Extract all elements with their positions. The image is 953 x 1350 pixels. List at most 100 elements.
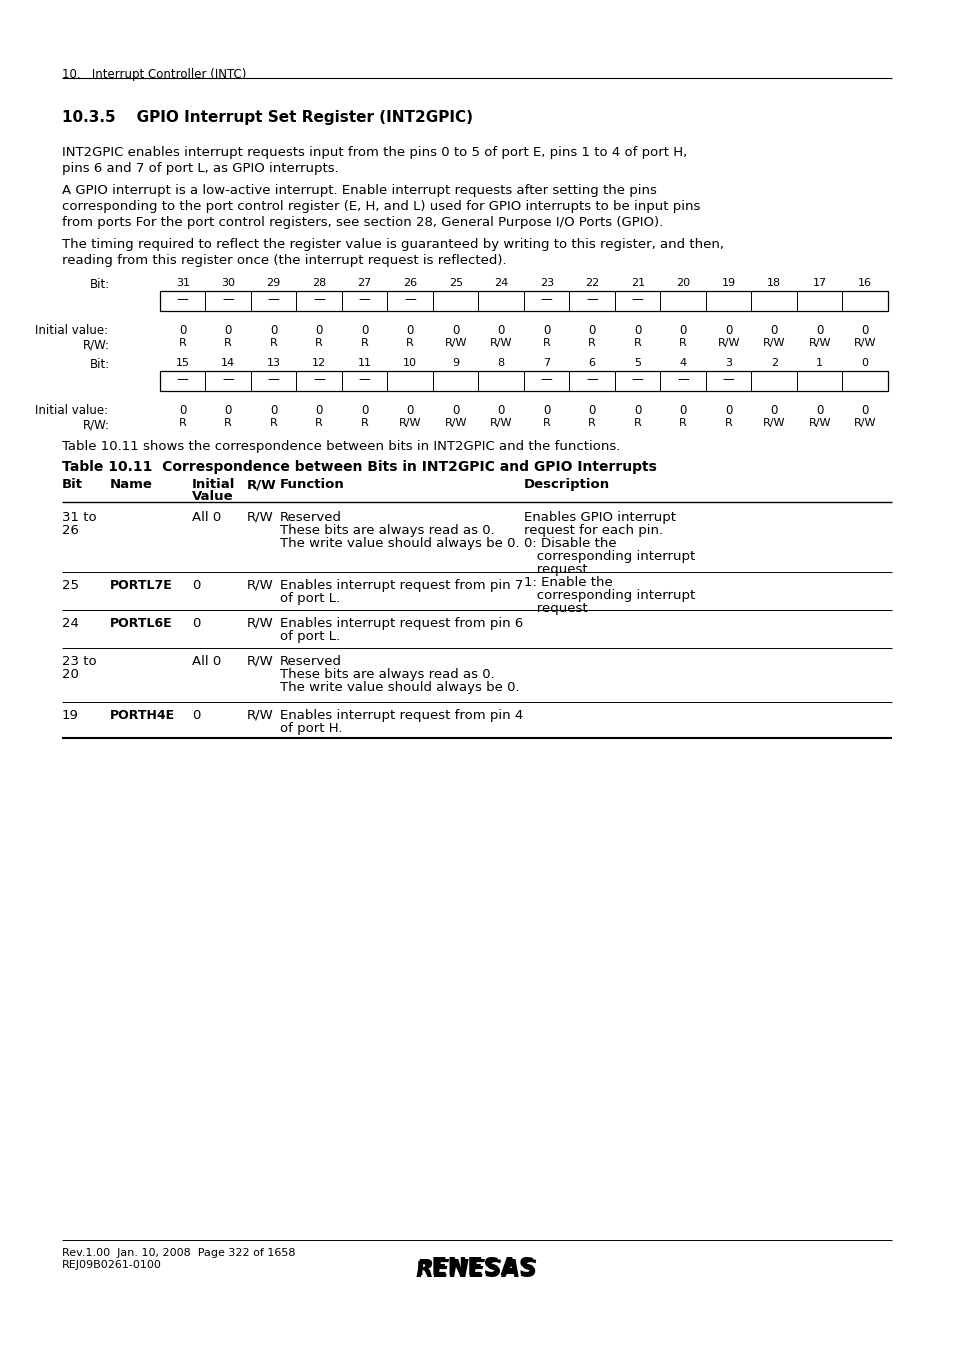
Text: 30: 30	[221, 278, 235, 288]
Text: pins 6 and 7 of port L, as GPIO interrupts.: pins 6 and 7 of port L, as GPIO interrup…	[62, 162, 338, 176]
Text: A GPIO interrupt is a low-active interrupt. Enable interrupt requests after sett: A GPIO interrupt is a low-active interru…	[62, 184, 657, 197]
Text: REJ09B0261-0100: REJ09B0261-0100	[62, 1260, 162, 1270]
Text: —: —	[631, 293, 643, 306]
Text: 0: 0	[224, 404, 232, 417]
Text: R/W: R/W	[853, 418, 876, 428]
Text: 0: 0	[724, 324, 732, 338]
Text: R: R	[315, 338, 323, 348]
Text: R/W: R/W	[247, 617, 274, 630]
Text: —: —	[358, 374, 370, 386]
Text: —: —	[358, 293, 370, 306]
Text: R: R	[633, 418, 641, 428]
Text: 0: 0	[192, 617, 200, 630]
Text: —: —	[586, 293, 598, 306]
Text: R: R	[178, 418, 187, 428]
Text: The write value should always be 0.: The write value should always be 0.	[280, 537, 519, 549]
Text: R/W: R/W	[247, 579, 274, 593]
Text: corresponding interrupt: corresponding interrupt	[523, 549, 695, 563]
Text: 0: 0	[542, 404, 550, 417]
Text: 26: 26	[403, 278, 416, 288]
Text: 29: 29	[266, 278, 280, 288]
Text: 10.3.5    GPIO Interrupt Set Register (INT2GPIC): 10.3.5 GPIO Interrupt Set Register (INT2…	[62, 109, 473, 126]
Text: request: request	[523, 602, 587, 616]
Text: 22: 22	[584, 278, 598, 288]
Text: R/W: R/W	[444, 418, 467, 428]
Text: 0: 0	[497, 324, 504, 338]
Text: reading from this register once (the interrupt request is reflected).: reading from this register once (the int…	[62, 254, 506, 267]
Text: R: R	[315, 418, 323, 428]
Text: R/W: R/W	[444, 338, 467, 348]
Text: Table 10.11 shows the correspondence between bits in INT2GPIC and the functions.: Table 10.11 shows the correspondence bet…	[62, 440, 619, 454]
Text: of port L.: of port L.	[280, 630, 340, 643]
Text: Bit:: Bit:	[90, 358, 110, 371]
Text: 24: 24	[62, 617, 79, 630]
Text: 0: 0	[679, 404, 686, 417]
Text: 0: 0	[634, 404, 640, 417]
Text: R/W: R/W	[807, 338, 830, 348]
Text: R/W: R/W	[247, 478, 276, 491]
Text: INT2GPIC enables interrupt requests input from the pins 0 to 5 of port E, pins 1: INT2GPIC enables interrupt requests inpu…	[62, 146, 686, 159]
Text: Enables interrupt request from pin 6: Enables interrupt request from pin 6	[280, 617, 522, 630]
Text: —: —	[313, 374, 325, 386]
Text: —: —	[222, 293, 233, 306]
Text: 0: 0	[179, 404, 186, 417]
Text: 19: 19	[720, 278, 735, 288]
Text: 2: 2	[770, 358, 777, 369]
Text: 0: 0	[542, 324, 550, 338]
Text: R: R	[542, 418, 550, 428]
Text: R/W:: R/W:	[83, 418, 110, 431]
Text: Reserved: Reserved	[280, 512, 341, 524]
Text: 0: 0	[588, 404, 596, 417]
Text: —: —	[586, 374, 598, 386]
Text: R: R	[633, 338, 641, 348]
Text: 28: 28	[312, 278, 326, 288]
Text: —: —	[176, 293, 189, 306]
Text: 19: 19	[62, 709, 79, 722]
Text: R/W:: R/W:	[83, 338, 110, 351]
Text: 0: 0	[497, 404, 504, 417]
Text: 0: 0	[861, 404, 868, 417]
Text: 0: 0	[360, 404, 368, 417]
Text: 25: 25	[62, 579, 79, 593]
Text: Initial value:: Initial value:	[35, 324, 108, 338]
Text: request for each pin.: request for each pin.	[523, 524, 662, 537]
Text: Table 10.11  Correspondence between Bits in INT2GPIC and GPIO Interrupts: Table 10.11 Correspondence between Bits …	[62, 460, 657, 474]
Text: 21: 21	[630, 278, 644, 288]
Text: 0: 0	[815, 404, 822, 417]
Text: 10.   Interrupt Controller (INTC): 10. Interrupt Controller (INTC)	[62, 68, 246, 81]
Text: R/W: R/W	[807, 418, 830, 428]
Text: All 0: All 0	[192, 655, 221, 668]
Text: —: —	[313, 293, 325, 306]
Text: Description: Description	[523, 478, 610, 491]
Text: 0: 0	[861, 358, 868, 369]
Text: —: —	[222, 374, 233, 386]
Text: corresponding interrupt: corresponding interrupt	[523, 589, 695, 602]
Text: R/W: R/W	[762, 418, 784, 428]
Text: 16: 16	[858, 278, 871, 288]
Text: from ports For the port control registers, see section 28, General Purpose I/O P: from ports For the port control register…	[62, 216, 662, 230]
Text: 0: 0	[270, 404, 277, 417]
Text: R: R	[679, 418, 686, 428]
Text: PORTH4E: PORTH4E	[110, 709, 175, 722]
Text: R/W: R/W	[247, 655, 274, 668]
Text: of port L.: of port L.	[280, 593, 340, 605]
Text: 0: 0	[724, 404, 732, 417]
Text: 0: 0	[452, 324, 459, 338]
Text: of port H.: of port H.	[280, 722, 342, 734]
Text: 7: 7	[542, 358, 550, 369]
Text: Bit:: Bit:	[90, 278, 110, 292]
Text: 27: 27	[357, 278, 372, 288]
Text: R/W: R/W	[247, 709, 274, 722]
Text: 24: 24	[494, 278, 508, 288]
Text: corresponding to the port control register (E, H, and L) used for GPIO interrupt: corresponding to the port control regist…	[62, 200, 700, 213]
Text: request: request	[523, 563, 587, 576]
Text: R/W: R/W	[762, 338, 784, 348]
Text: 0: 0	[360, 324, 368, 338]
Text: The write value should always be 0.: The write value should always be 0.	[280, 680, 519, 694]
Text: 4: 4	[679, 358, 686, 369]
Text: 17: 17	[812, 278, 826, 288]
Text: 0: 0	[679, 324, 686, 338]
Text: 23: 23	[539, 278, 554, 288]
Text: Reserved: Reserved	[280, 655, 341, 668]
Text: 25: 25	[448, 278, 462, 288]
